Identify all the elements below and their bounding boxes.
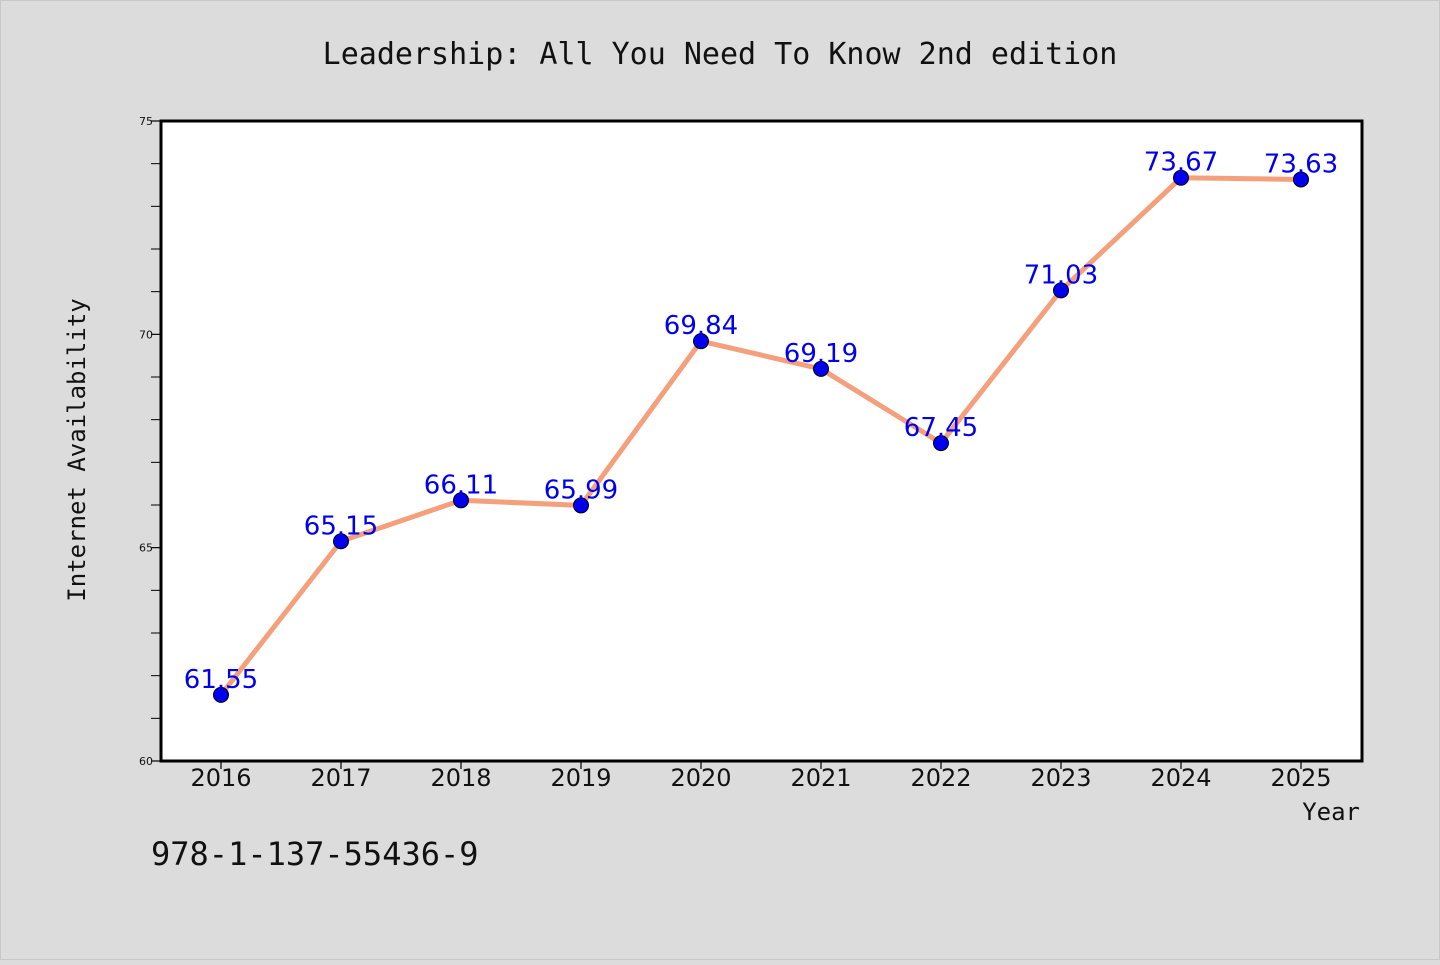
chart-title: Leadership: All You Need To Know 2nd edi… [323, 37, 1118, 72]
x-tick-label: 2025 [1270, 764, 1331, 792]
x-tick-label: 2024 [1150, 764, 1211, 792]
data-point [333, 533, 349, 550]
x-tick-label: 2021 [790, 764, 851, 792]
x-axis-label: Year [1302, 798, 1360, 826]
data-point [693, 333, 709, 350]
x-tick-label: 2018 [430, 764, 491, 792]
x-tick-label: 2023 [1030, 764, 1091, 792]
data-label: 69.19 [784, 339, 858, 369]
y-tick-label: 60 [139, 755, 153, 768]
y-tick-label: 70 [139, 328, 153, 341]
data-label: 69.84 [664, 311, 738, 341]
series-line [218, 175, 1304, 698]
x-tick-label: 2019 [550, 764, 611, 792]
data-label: 66.11 [424, 470, 498, 500]
data-point [1173, 169, 1189, 186]
x-axis-ticks: 2016 2017 2018 2019 2020 2021 2022 2023 2024 2025 [190, 761, 1332, 792]
y-axis-ticks: 60 65 70 75 [139, 115, 161, 768]
data-point [1053, 282, 1069, 299]
data-point [573, 497, 589, 514]
y-axis-label: Internet Availability [63, 298, 91, 601]
data-point [213, 686, 229, 703]
data-label: 67.45 [904, 413, 978, 443]
data-label: 73.63 [1264, 149, 1338, 179]
data-point [933, 435, 949, 452]
y-tick-label: 75 [139, 115, 153, 128]
isbn-text: 978-1-137-55436-9 [151, 835, 479, 873]
plot-area [159, 119, 1364, 763]
data-point [453, 492, 469, 509]
data-point [1293, 171, 1309, 188]
data-label: 71.03 [1024, 260, 1098, 290]
data-label: 73.67 [1144, 148, 1218, 178]
x-tick-label: 2022 [910, 764, 971, 792]
y-tick-label: 65 [139, 542, 153, 555]
data-label: 65.99 [544, 475, 618, 505]
series-layer: 61.55 65.15 66.11 65.99 69.84 69.19 67.45 71.03… [184, 148, 1338, 703]
x-tick-label: 2017 [310, 764, 371, 792]
data-label: 61.55 [184, 665, 258, 695]
data-label: 65.15 [304, 511, 378, 541]
data-point [813, 360, 829, 377]
x-tick-label: 2016 [190, 764, 251, 792]
x-tick-label: 2020 [670, 764, 731, 792]
